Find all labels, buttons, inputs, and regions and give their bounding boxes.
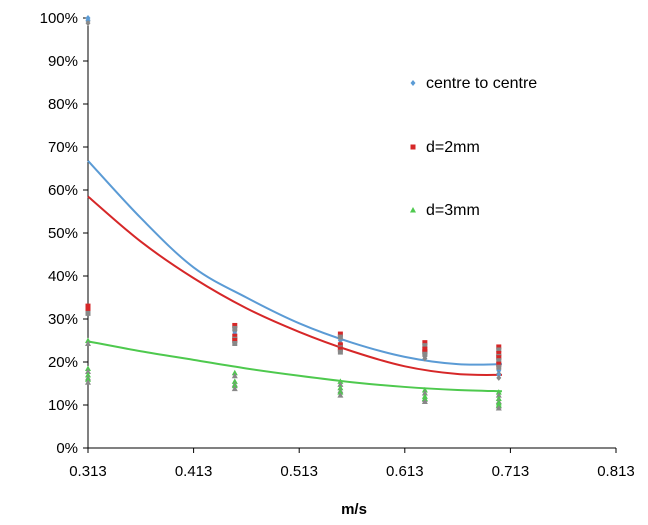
data-point-series-1	[496, 350, 502, 356]
data-point-shadow-series-2	[421, 398, 428, 405]
legend-marker-0	[410, 80, 416, 86]
data-point-shadow-series-1	[496, 347, 502, 353]
data-point-shadow-series-2	[337, 392, 344, 398]
data-point-shadow-series-1	[337, 334, 343, 340]
data-point-series-2	[85, 371, 91, 378]
data-point-series-1	[337, 346, 343, 352]
y-tick-label: 10%	[48, 397, 78, 414]
data-point-series-2	[85, 337, 91, 343]
data-point-shadow-series-2	[495, 405, 502, 411]
data-point-series-1	[496, 344, 502, 350]
data-point-series-2	[495, 389, 502, 395]
x-tick-label: 0.513	[280, 463, 318, 480]
y-tick-label: 70%	[48, 139, 78, 156]
legend-marker-2	[410, 207, 416, 213]
data-point-shadow-series-2	[85, 379, 91, 385]
data-point-shadow-series-0	[85, 20, 91, 27]
legend-label-0: centre to centre	[426, 75, 537, 92]
data-point-series-1	[496, 355, 502, 361]
y-tick-label: 100%	[40, 10, 78, 27]
data-point-shadow-series-1	[496, 358, 502, 364]
x-tick-label: 0.413	[175, 463, 213, 480]
legend-label-1: d=2mm	[426, 139, 480, 156]
data-point-shadow-series-1	[422, 343, 428, 349]
data-point-series-2	[337, 389, 344, 395]
data-point-series-2	[421, 395, 428, 402]
y-tick-label: 90%	[48, 53, 78, 70]
y-ticks: 0% 10% 20% 30% 40% 50% 60% 70% 80% 90% 100%	[40, 10, 88, 457]
y-tick-label: 50%	[48, 225, 78, 242]
data-point-shadow-series-2	[495, 392, 502, 398]
data-point-series-1	[422, 340, 428, 346]
data-point-series-1	[422, 348, 428, 354]
data-point-series-2	[337, 378, 344, 384]
trendline-series-2	[87, 340, 502, 393]
trendline-series-0	[87, 160, 502, 366]
data-point-shadow-series-2	[231, 385, 238, 392]
data-point-series-1	[232, 322, 238, 328]
trendlines	[87, 160, 502, 393]
data-point-series-2	[421, 386, 428, 393]
data-point-series-2	[495, 395, 502, 402]
data-point-series-2	[231, 382, 238, 389]
data-point-shadow-series-1	[496, 364, 502, 370]
y-tick-label: 60%	[48, 182, 78, 199]
data-point-series-1	[337, 331, 343, 337]
data-point-shadow-series-2	[85, 368, 91, 374]
data-point-series-2	[85, 365, 91, 371]
legend-marker-1	[410, 144, 416, 150]
data-point-shadow-series-1	[337, 349, 343, 355]
data-point-series-1	[85, 307, 91, 313]
data-point-series-2	[495, 402, 502, 408]
data-point-series-2	[231, 378, 238, 384]
data-point-series-1	[232, 338, 238, 343]
data-point-shadow-series-2	[85, 340, 91, 346]
x-tick-label: 0.813	[597, 463, 635, 480]
data-point-series-2	[85, 376, 91, 382]
y-tick-label: 40%	[48, 268, 78, 285]
data-point-shadow-series-1	[85, 310, 91, 316]
data-point-series-1	[232, 333, 238, 339]
legend: centre to centre d=2mm d=3mm	[410, 75, 537, 219]
data-point-shadow-series-0	[496, 374, 502, 381]
trendline-series-1	[87, 195, 502, 376]
data-points	[85, 15, 502, 411]
data-point-series-2	[337, 384, 344, 391]
data-point-series-2	[231, 369, 238, 376]
data-point-shadow-series-2	[337, 381, 344, 387]
data-point-series-1	[337, 342, 343, 348]
data-point-shadow-series-1	[422, 351, 428, 357]
x-axis-label: m/s	[341, 501, 367, 518]
y-tick-label: 0%	[56, 440, 78, 457]
y-tick-label: 80%	[48, 96, 78, 113]
x-ticks: 0.313 0.413 0.513 0.613 0.713 0.813	[69, 448, 635, 480]
data-point-shadow-series-1	[232, 341, 238, 346]
y-tick-label: 20%	[48, 354, 78, 371]
x-tick-label: 0.613	[386, 463, 424, 480]
legend-label-2: d=3mm	[426, 202, 480, 219]
x-tick-label: 0.713	[492, 463, 530, 480]
x-tick-label: 0.313	[69, 463, 107, 480]
data-point-shadow-series-2	[421, 389, 428, 396]
data-point-shadow-series-1	[232, 325, 238, 331]
y-tick-label: 30%	[48, 311, 78, 328]
data-point-series-1	[496, 361, 502, 367]
data-point-shadow-series-2	[231, 372, 238, 379]
